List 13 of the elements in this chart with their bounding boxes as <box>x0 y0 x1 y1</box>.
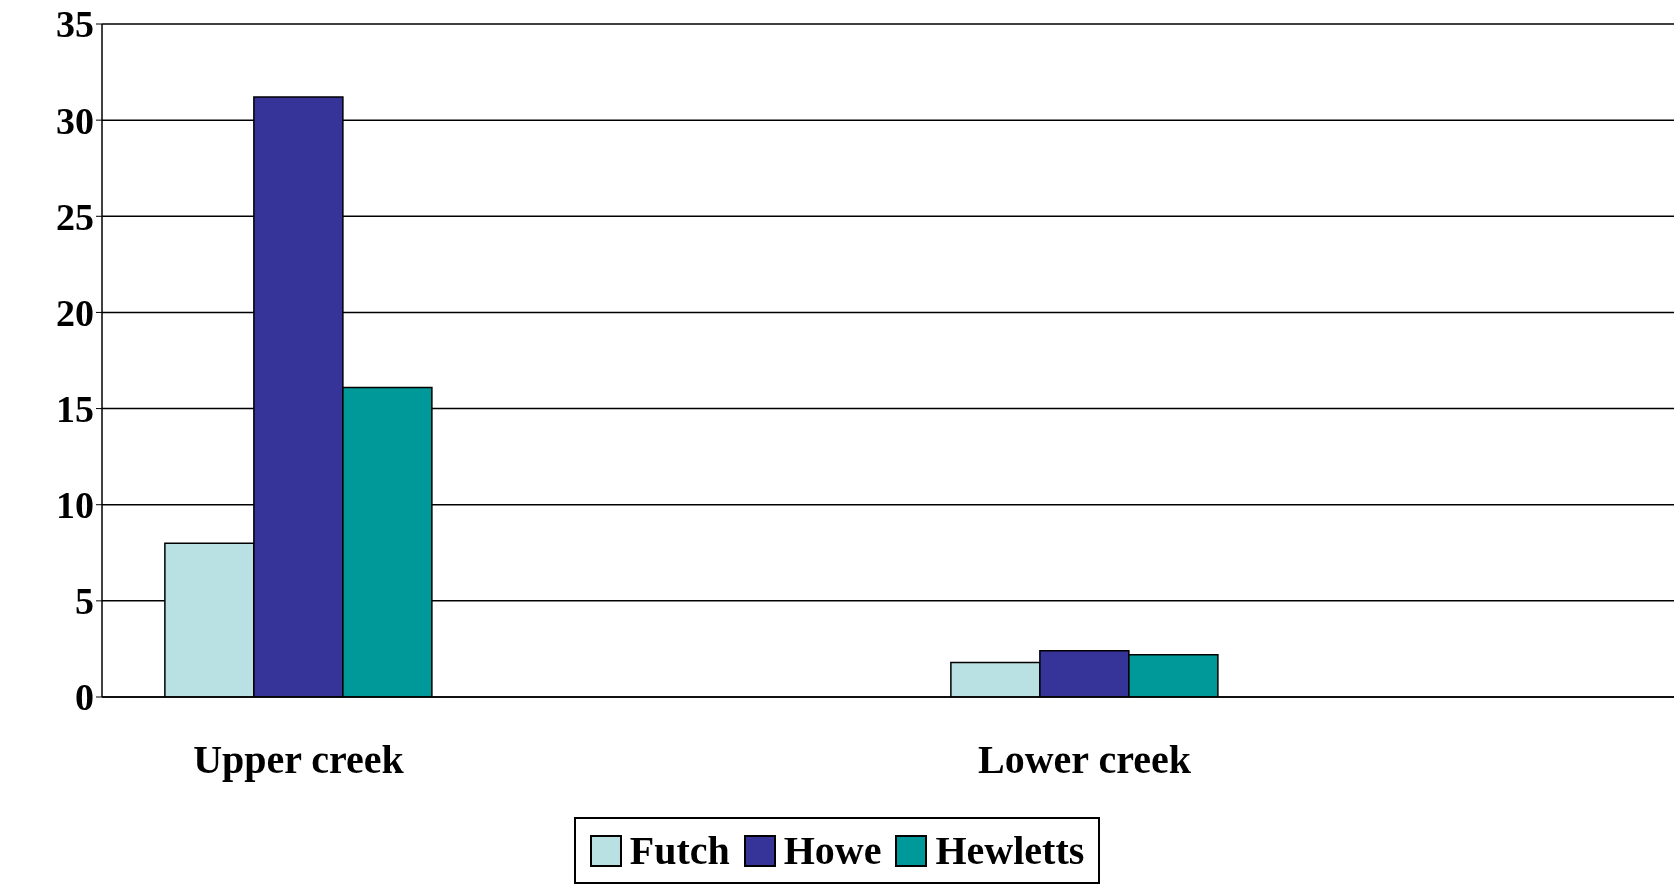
y-tick-label: 25 <box>56 195 94 238</box>
y-tick-label: 30 <box>56 99 94 142</box>
y-tick-label: 35 <box>56 3 94 46</box>
legend-label: Hewletts <box>935 827 1085 874</box>
legend-label: Futch <box>629 827 730 874</box>
x-tick-label: Lower creek <box>978 737 1192 783</box>
y-tick-label: 20 <box>56 291 94 334</box>
legend-label: Howe <box>783 827 882 874</box>
y-tick-label: 10 <box>56 484 94 527</box>
y-tick-label: 5 <box>75 580 94 623</box>
y-tick-label: 0 <box>75 676 94 719</box>
x-tick-label: Upper creek <box>193 737 405 783</box>
y-tick-label: 15 <box>56 388 94 431</box>
